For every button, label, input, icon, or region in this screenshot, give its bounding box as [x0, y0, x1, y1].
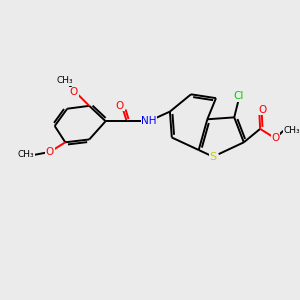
Text: CH₃: CH₃: [283, 126, 300, 135]
Text: S: S: [209, 152, 217, 162]
Text: O: O: [46, 147, 54, 157]
Text: NH: NH: [141, 116, 157, 126]
Text: O: O: [258, 105, 266, 115]
Text: O: O: [116, 101, 124, 111]
Text: O: O: [70, 87, 78, 98]
Text: O: O: [272, 134, 280, 143]
Text: Cl: Cl: [234, 91, 244, 101]
Text: CH₃: CH₃: [18, 150, 34, 159]
Text: CH₃: CH₃: [57, 76, 74, 85]
